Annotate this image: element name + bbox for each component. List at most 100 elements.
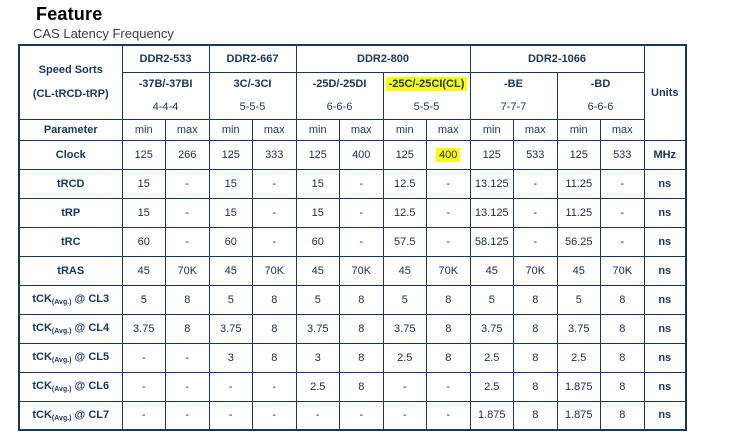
parameter-header: Parameter — [18, 118, 123, 141]
data-cell: 3.75 — [382, 313, 427, 344]
data-cell: - — [165, 168, 210, 199]
row-label-subscript: (Avg.) — [51, 386, 72, 393]
data-cell: - — [600, 226, 645, 257]
data-cell: 15 — [208, 168, 253, 199]
unit-cell: ns — [643, 226, 687, 257]
row-label: tCK(Avg.) @ CL3 — [18, 284, 123, 315]
section-subtitle: CAS Latency Frequency — [33, 26, 174, 41]
data-cell: - — [426, 371, 471, 402]
row-label: tRCD — [18, 168, 123, 199]
data-cell: 15 — [208, 197, 253, 228]
data-cell: 1.875 — [469, 400, 514, 431]
data-cell: 400 — [339, 139, 384, 170]
data-cell: - — [382, 371, 427, 402]
min-header: min — [556, 118, 601, 141]
units-header: Units — [643, 44, 687, 141]
data-cell: - — [208, 400, 253, 431]
data-cell: - — [426, 168, 471, 199]
column-group-header: DDR2-1066 — [469, 44, 645, 73]
data-cell: - — [252, 400, 297, 431]
max-header: max — [600, 118, 645, 141]
data-cell: 3.75 — [121, 313, 166, 344]
row-label: Clock — [18, 139, 123, 170]
column-group-header: DDR2-533 — [121, 44, 210, 73]
cl-trcd-trp-label: (CL-tRCD-tRP) — [32, 87, 109, 100]
row-label-subscript: (Avg.) — [51, 414, 72, 422]
data-cell: 125 — [382, 139, 427, 170]
data-cell: - — [121, 400, 166, 431]
max-header: max — [513, 118, 558, 141]
data-cell: - — [165, 226, 210, 257]
data-cell: 70K — [252, 255, 297, 286]
data-cell: 3.75 — [295, 313, 340, 344]
speed-sort-cell: -BE 7-7-7 — [469, 71, 558, 120]
data-cell: 8 — [339, 284, 384, 315]
max-header: max — [252, 118, 297, 141]
cl-timing-value: 5-5-5 — [239, 100, 266, 113]
data-cell: 57.5 — [382, 226, 427, 257]
data-cell: 8 — [600, 371, 645, 402]
data-cell: - — [339, 226, 384, 257]
data-cell: - — [600, 168, 645, 199]
speed-sort-name: -25C/-25CI(CL) — [384, 76, 469, 91]
data-cell: - — [339, 168, 384, 199]
data-cell: 56.25 — [556, 226, 601, 257]
data-cell: 11.25 — [556, 197, 601, 228]
data-cell: - — [426, 197, 471, 228]
row-label-subscript: (Avg.) — [51, 357, 72, 364]
data-cell: 5 — [382, 284, 427, 315]
data-cell: 8 — [513, 400, 558, 431]
speed-sort-cell: -37B/-37BI 4-4-4 — [121, 71, 210, 120]
data-cell: 8 — [339, 313, 384, 344]
speed-sorts-label: Speed Sorts — [38, 63, 103, 76]
data-cell: 8 — [513, 313, 558, 344]
data-cell: 8 — [600, 284, 645, 315]
unit-cell: ns — [643, 197, 687, 228]
data-cell: 3 — [208, 342, 253, 373]
data-cell: 60 — [295, 226, 340, 257]
row-label-subscript: (Avg.) — [51, 299, 72, 306]
data-cell: 12.5 — [382, 197, 427, 228]
data-cell: 333 — [252, 139, 297, 170]
data-cell: 70K — [165, 255, 210, 286]
row-label: tCK(Avg.) @ CL5 — [18, 342, 123, 373]
data-cell: 15 — [121, 197, 166, 228]
speed-sort-cell: 3C/-3CI 5-5-5 — [208, 71, 297, 120]
unit-cell: ns — [643, 371, 687, 402]
data-cell: 125 — [295, 139, 340, 170]
data-cell: 15 — [121, 168, 166, 199]
column-group-header: DDR2-800 — [295, 44, 471, 73]
data-cell: 8 — [426, 313, 471, 344]
data-cell: 400 — [426, 139, 471, 170]
min-header: min — [382, 118, 427, 141]
data-cell: - — [600, 197, 645, 228]
speed-sort-name: -BE — [504, 77, 523, 90]
speed-sort-cell: -25C/-25CI(CL) 5-5-5 — [382, 71, 471, 120]
cl-timing-value: 4-4-4 — [152, 100, 179, 113]
row-label: tCK(Avg.) @ CL7 — [18, 400, 123, 431]
data-cell: - — [165, 197, 210, 228]
min-header: min — [121, 118, 166, 141]
data-cell: - — [382, 400, 427, 431]
data-cell: 45 — [469, 255, 514, 286]
data-cell: 70K — [426, 255, 471, 286]
data-cell: - — [513, 168, 558, 199]
data-cell: 5 — [121, 284, 166, 315]
min-header: min — [469, 118, 514, 141]
data-cell: 3.75 — [469, 313, 514, 344]
data-cell: 5 — [469, 284, 514, 315]
highlighted-speed-sort: -25C/-25CI(CL) — [385, 76, 468, 91]
data-cell: - — [339, 400, 384, 431]
data-cell: - — [252, 371, 297, 402]
data-cell: 13.125 — [469, 168, 514, 199]
cl-timing-value: 7-7-7 — [500, 100, 527, 113]
data-cell: 8 — [252, 284, 297, 315]
data-cell: 8 — [513, 342, 558, 373]
data-cell: 8 — [339, 371, 384, 402]
unit-cell: ns — [643, 313, 687, 344]
data-cell: 3.75 — [208, 313, 253, 344]
row-label: tRAS — [18, 255, 123, 286]
data-cell: 8 — [252, 313, 297, 344]
data-cell: 1.875 — [556, 400, 601, 431]
max-header: max — [426, 118, 471, 141]
